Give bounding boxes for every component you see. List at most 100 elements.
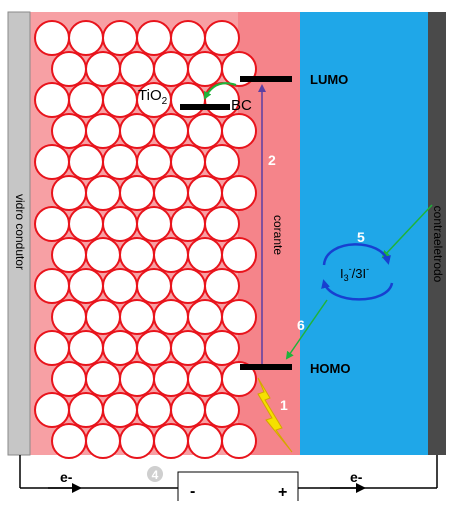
tio2-particle [221, 423, 257, 459]
redox-sup2: - [366, 264, 369, 274]
step-5-label: 5 [357, 229, 365, 245]
tio2-particle [34, 268, 70, 304]
tio2-particle [153, 237, 189, 273]
tio2-particle [85, 237, 121, 273]
lumo-level [240, 76, 292, 82]
tio2-label: TiO2 [138, 87, 168, 107]
tio2-particle [68, 392, 104, 428]
tio2-particle [170, 268, 206, 304]
bc-level [180, 104, 230, 110]
injection-arrow [204, 82, 237, 100]
step-6-label: 6 [297, 317, 305, 333]
tio2-particle [153, 299, 189, 335]
step-4-label: 4 [152, 468, 159, 482]
tio2-particle [85, 299, 121, 335]
tio2-particle [170, 144, 206, 180]
tio2-particle [136, 392, 172, 428]
tio2-particle [85, 113, 121, 149]
counter-electrode [428, 12, 446, 455]
lumo-label: LUMO [310, 72, 348, 87]
homo-level [240, 364, 292, 370]
tio2-particle [85, 423, 121, 459]
homo-label: HOMO [310, 361, 350, 376]
tio2-particle [51, 51, 87, 87]
tio2-particle [119, 299, 155, 335]
vidro-label: vidro condutor [13, 194, 27, 270]
glass-electrode [7, 11, 31, 456]
tio2-particle [187, 237, 223, 273]
tio2-particle [34, 392, 70, 428]
tio2-main: TiO [138, 87, 162, 104]
tio2-particle [102, 20, 138, 56]
tio2-particle [136, 268, 172, 304]
tio2-particle [187, 51, 223, 87]
tio2-particle [170, 82, 206, 118]
tio2-particle [170, 206, 206, 242]
tio2-particle [102, 268, 138, 304]
tio2-particle [51, 113, 87, 149]
tio2-particle [34, 82, 70, 118]
tio2-particle [68, 20, 104, 56]
tio2-particle [221, 175, 257, 211]
tio2-particle [153, 423, 189, 459]
tio2-particle [85, 175, 121, 211]
tio2-particle [68, 330, 104, 366]
counter-to-redox-arrow [381, 204, 433, 259]
tio2-particle [51, 237, 87, 273]
tio2-particle [221, 237, 257, 273]
tio2-particle [170, 330, 206, 366]
tio2-particle [119, 51, 155, 87]
tio2-particle [153, 361, 189, 397]
tio2-particle [119, 361, 155, 397]
tio2-particle [170, 20, 206, 56]
light-bolt-icon [257, 377, 293, 453]
tio2-particle [51, 361, 87, 397]
tio2-particle [119, 237, 155, 273]
tio2-particle [68, 268, 104, 304]
tio2-particle [204, 206, 240, 242]
tio2-particle [153, 51, 189, 87]
tio2-particle [187, 113, 223, 149]
redox-i: I [340, 266, 344, 281]
tio2-particle [102, 206, 138, 242]
tio2-particle [187, 361, 223, 397]
tio2-particle [119, 175, 155, 211]
tio2-particle [85, 51, 121, 87]
tio2-particle [204, 268, 240, 304]
tio2-particle [153, 175, 189, 211]
redox-to-homo-arrow [285, 299, 328, 360]
tio2-particle [221, 361, 257, 397]
redox-slash: /3I [352, 266, 366, 281]
tio2-particle [204, 392, 240, 428]
plus-label: + [278, 484, 287, 501]
tio2-nanoparticles [34, 20, 257, 459]
step-2-label: 2 [268, 152, 276, 168]
minus-label: - [190, 483, 195, 500]
redox-sup: - [349, 264, 352, 274]
step-1-label: 1 [280, 397, 288, 413]
tio2-particle [187, 175, 223, 211]
tio2-particle [51, 299, 87, 335]
step-3-label: 3 [236, 59, 244, 75]
tio2-particle [204, 20, 240, 56]
tio2-particle [136, 206, 172, 242]
tio2-particle [34, 206, 70, 242]
corante-label: corante [271, 215, 285, 255]
tio2-particle [119, 113, 155, 149]
tio2-particle [187, 299, 223, 335]
tio2-particle [187, 423, 223, 459]
tio2-particle [102, 144, 138, 180]
contra-label: contraeletrodo [431, 206, 445, 283]
tio2-particle [68, 82, 104, 118]
tio2-particle [136, 144, 172, 180]
electron-right-label: e- [350, 469, 363, 485]
redox-cycle-top-arrow [322, 243, 391, 266]
tio2-particle [34, 330, 70, 366]
tio2-particle [119, 423, 155, 459]
electrolyte-region [300, 12, 428, 455]
tio2-particle [34, 144, 70, 180]
step-4-badge [147, 466, 163, 482]
tio2-particle [221, 113, 257, 149]
